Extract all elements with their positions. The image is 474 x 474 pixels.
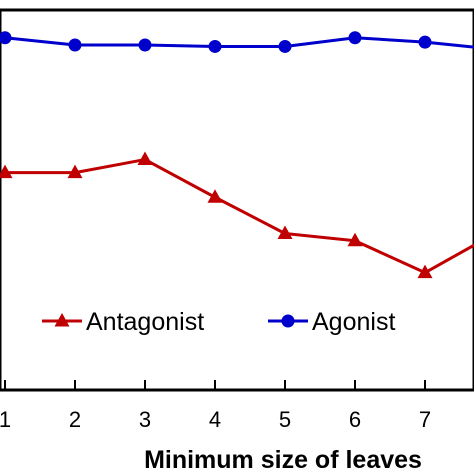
legend-label: Antagonist — [86, 308, 204, 336]
agonist-point — [278, 39, 292, 53]
agonist-point — [0, 31, 12, 45]
antagonist-point — [67, 164, 83, 179]
legend-item-agonist: Agonist — [268, 308, 395, 336]
x-axis-title: Minimum size of leaves — [144, 446, 422, 474]
agonist-point — [418, 35, 432, 49]
antagonist-point — [207, 189, 223, 203]
legend-item-antagonist: Antagonist — [42, 308, 204, 336]
legend-marker-triangle — [54, 313, 70, 327]
agonist-point — [138, 38, 152, 52]
agonist-point — [348, 31, 362, 45]
plot-frame — [0, 8, 474, 392]
antagonist-line — [5, 158, 474, 275]
x-tick-label: 1 — [0, 407, 11, 432]
legend-marker-circle — [281, 314, 295, 328]
antagonist-point — [0, 164, 13, 179]
x-tick-label: 6 — [349, 407, 361, 432]
antagonist-point — [347, 232, 363, 247]
agonist-point — [68, 38, 82, 52]
agonist-point — [208, 39, 222, 53]
antagonist-point — [137, 151, 153, 166]
series-antagonist — [0, 151, 474, 279]
legend: Antagonist Agonist — [42, 308, 395, 336]
x-axis-ticks — [4, 380, 426, 390]
antagonist-point — [277, 225, 293, 239]
x-tick-label: 4 — [209, 407, 221, 432]
series-agonist — [0, 31, 474, 53]
x-tick-label: 2 — [69, 407, 81, 432]
x-tick-label: 5 — [279, 407, 291, 432]
series-layer — [0, 31, 474, 279]
x-tick-label: 3 — [139, 407, 151, 432]
x-tick-labels: 12345678 — [0, 407, 431, 432]
x-tick-label: 7 — [419, 407, 431, 432]
antagonist-point — [417, 264, 433, 279]
legend-label: Agonist — [312, 308, 395, 336]
agonist-line — [4, 36, 474, 49]
